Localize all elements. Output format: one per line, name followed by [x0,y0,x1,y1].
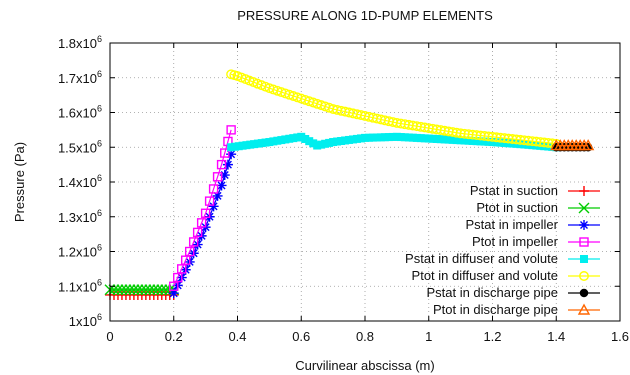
data-point [212,172,223,182]
data-point [222,159,233,170]
legend-label: Ptot in suction [476,200,558,215]
legend-marker [579,237,589,247]
legend-label: Pstat in impeller [466,217,559,232]
data-point [208,201,219,212]
y-tick-label: 1.6x106 [58,104,102,121]
data-point [192,227,203,238]
legend-marker [578,202,590,214]
x-tick-label: 1 [425,329,432,344]
data-point [188,237,199,247]
legend-marker [577,303,591,315]
data-point [212,190,223,201]
data-point [226,149,237,160]
data-point [204,196,215,206]
y-axis-label: Pressure (Pa) [12,142,27,222]
series-ptot-in-suction [104,284,180,296]
data-point [184,246,195,257]
series-ptot-in-impeller [169,125,236,291]
x-tick-label: 0.4 [228,329,246,344]
x-tick-label: 0.2 [165,329,183,344]
legend-label: Ptot in discharge pipe [433,302,558,317]
data-point [136,284,148,296]
data-point [116,284,128,296]
x-tick-label: 0.6 [292,329,310,344]
legend-label: Ptot in impeller [472,234,559,249]
y-tick-label: 1.3x106 [58,208,102,225]
data-point [120,284,132,296]
legend-marker [579,288,589,298]
series-line [173,129,232,287]
data-point [168,288,179,299]
data-point [200,208,211,218]
x-tick-label: 1.4 [547,329,565,344]
data-point [208,184,219,194]
data-point [156,284,168,296]
data-point [144,284,156,296]
data-point [220,148,230,158]
y-tick-label: 1.8x106 [58,34,102,51]
legend-marker [579,186,589,196]
x-tick-label: 1.2 [483,329,501,344]
data-point [148,284,160,296]
y-tick-label: 1.7x106 [58,69,102,86]
legend-label: Pstat in discharge pipe [426,285,558,300]
legend: Pstat in suction Ptot in suction Pstat in … [405,183,600,317]
data-point [140,284,152,296]
data-point [216,180,227,191]
x-axis-label: Curvilinear abscissa (m) [295,358,434,373]
legend-label: Ptot in diffuser and volute [412,268,558,283]
data-point [132,284,144,296]
data-point [219,170,230,181]
legend-label: Pstat in diffuser and volute [405,251,558,266]
series-layer [104,69,595,300]
y-tick-label: 1.5x106 [58,138,102,155]
legend-label: Pstat in suction [470,183,558,198]
x-tick-label: 1.6 [611,329,629,344]
data-point [124,284,136,296]
y-tick-label: 1x106 [69,312,102,329]
data-point [226,125,236,135]
series-ptot-in-diffuser-and-volute [226,69,562,149]
y-tick-label: 1.2x106 [58,243,102,260]
data-point [128,284,140,296]
y-tick-label: 1.1x106 [58,277,102,294]
legend-marker [579,271,589,281]
series-ptot-in-discharge-pipe [550,139,595,151]
legend-marker [579,220,589,230]
y-tick-label: 1.4x106 [58,173,102,190]
data-point [196,218,207,228]
legend-marker [580,255,588,263]
chart-title: PRESSURE ALONG 1D-PUMP ELEMENTS [237,8,493,23]
data-point [216,159,227,170]
data-point [152,284,164,296]
axis-ticks: 0 0.2 0.4 0.6 0.8 1 1.2 1.4 1.6 1x106 1.1x106 1.2x1… [58,34,629,344]
x-tick-label: 0 [106,329,113,344]
data-point [581,139,595,151]
x-tick-label: 0.8 [356,329,374,344]
